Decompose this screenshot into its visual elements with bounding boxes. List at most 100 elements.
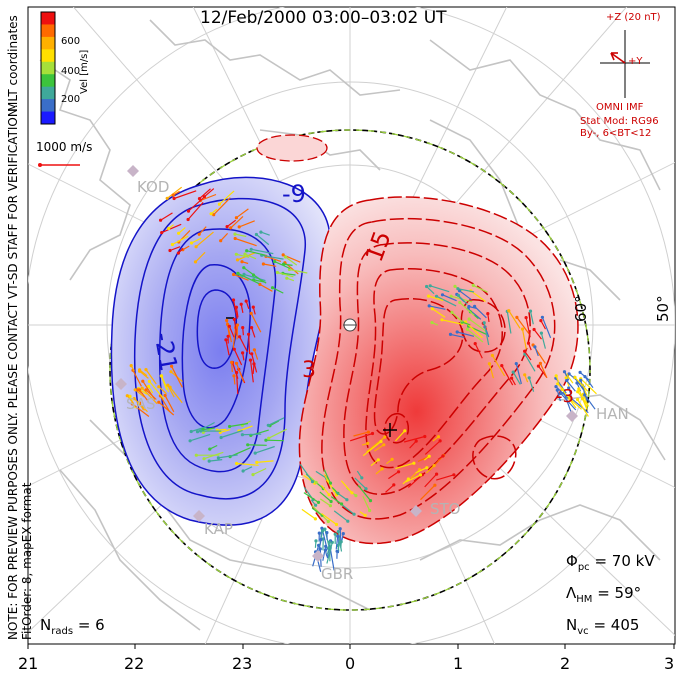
velocity-vector-dot: [336, 534, 340, 538]
velocity-vector-dot: [233, 236, 237, 241]
velocity-vector: [148, 381, 165, 400]
velocity-vector-dot: [165, 196, 169, 200]
velocity-vector: [229, 422, 249, 428]
velocity-vector-dot: [171, 193, 175, 197]
velocity-vector-dot: [166, 383, 170, 387]
velocity-vector-dot: [449, 294, 453, 298]
velocity-vector: [473, 284, 488, 293]
velocity-vector: [189, 433, 211, 442]
max-marker: [383, 423, 397, 437]
velocity-vector: [410, 469, 421, 479]
velocity-vector: [459, 302, 475, 316]
velocity-vector-dot: [507, 309, 511, 313]
velocity-vector-dot: [251, 305, 255, 309]
velocity-vector-dot: [232, 272, 236, 277]
velocity-vector: [235, 307, 239, 318]
velocity-vector: [501, 365, 514, 386]
velocity-vector-dot: [252, 348, 256, 352]
velocity-vector-dot: [520, 327, 525, 331]
velocity-vector: [354, 477, 367, 490]
velocity-vector: [534, 346, 539, 357]
velocity-vector-dot: [514, 362, 518, 366]
velocity-vector: [515, 363, 522, 385]
velocity-vector-dot: [189, 241, 194, 245]
velocity-vector-dot: [465, 327, 470, 331]
velocity-vector-dot: [234, 216, 238, 220]
velocity-vector: [407, 474, 423, 488]
velocity-vector-dot: [562, 370, 567, 374]
colorbar-tick-400: 400: [61, 66, 81, 77]
velocity-vector-dot: [526, 341, 531, 345]
velocity-vector: [450, 333, 465, 338]
velocity-vector-dot: [427, 304, 431, 308]
velocity-vector-dot: [581, 397, 585, 401]
velocity-vector-dot: [325, 531, 329, 535]
velocity-vector: [333, 510, 349, 522]
velocity-vector: [491, 355, 506, 377]
velocity-vector-dot: [254, 232, 258, 237]
velocity-vector: [226, 320, 230, 337]
velocity-vector: [145, 389, 157, 400]
velocity-vector: [158, 386, 167, 395]
velocity-vector: [169, 246, 181, 252]
velocity-vector: [232, 327, 237, 349]
velocity-vector-dot: [237, 225, 241, 229]
velocity-vector-dot: [523, 373, 527, 377]
velocity-vector-dot: [350, 491, 354, 495]
mlt-label-3: 3: [664, 654, 675, 673]
velocity-vector: [432, 308, 446, 318]
velocity-vector: [218, 190, 235, 205]
velocity-vector: [191, 237, 202, 244]
velocity-vector-dot: [241, 469, 245, 473]
velocity-vector-dot: [576, 397, 580, 402]
velocity-vector: [277, 271, 294, 278]
velocity-vector: [244, 253, 257, 260]
velocity-vector-dot: [202, 195, 206, 199]
velocity-vector: [319, 491, 332, 502]
velocity-vector: [220, 428, 231, 433]
velocity-vector-dot: [435, 472, 439, 476]
coord-label: MLT coordinates: [6, 15, 20, 112]
velocity-vector-dot: [240, 260, 244, 264]
velocity-vector: [388, 471, 399, 480]
velocity-vector-dot: [366, 430, 370, 434]
velocity-vector-dot: [383, 435, 387, 439]
velocity-vector-dot: [338, 527, 342, 531]
velocity-vector: [529, 310, 534, 325]
velocity-vector: [236, 208, 249, 219]
velocity-vector-dot: [335, 549, 339, 553]
velocity-vector-dot: [432, 464, 436, 468]
velocity-vector-dot: [249, 311, 253, 315]
velocity-vector-dot: [160, 231, 164, 235]
colorbar-segment: [41, 111, 55, 125]
colorbar: [41, 12, 55, 125]
velocity-vector-dot: [287, 267, 291, 272]
velocity-vector: [301, 508, 316, 520]
velocity-vector-dot: [140, 386, 144, 390]
velocity-vector-dot: [247, 332, 251, 336]
velocity-vector-dot: [217, 202, 221, 206]
velocity-vector-dot: [129, 364, 133, 368]
velocity-vector-dot: [314, 503, 318, 507]
velocity-vector: [442, 294, 457, 302]
velocity-vector: [539, 363, 548, 378]
velocity-vector: [233, 319, 238, 336]
velocity-vector: [200, 193, 217, 202]
velocity-vector: [242, 433, 262, 436]
velocity-vector-dot: [245, 249, 249, 253]
velocity-vector: [521, 328, 527, 350]
velocity-vector-dot: [231, 298, 236, 302]
stat-phi-pc: Φpc = 70 kV: [566, 552, 655, 573]
velocity-vector-dot: [244, 299, 248, 303]
velocity-vector: [429, 305, 446, 310]
velocity-vector: [256, 234, 270, 246]
velocity-vector-dot: [450, 310, 454, 314]
velocity-vector: [319, 498, 331, 507]
velocity-vector-dot: [406, 477, 410, 481]
velocity-vector-dot: [352, 512, 356, 516]
velocity-vector-dot: [524, 316, 528, 320]
velocity-vector: [161, 223, 182, 234]
velocity-vector-dot: [363, 513, 367, 517]
velocity-vector-dot: [567, 386, 571, 390]
velocity-vector-dot: [427, 294, 431, 298]
